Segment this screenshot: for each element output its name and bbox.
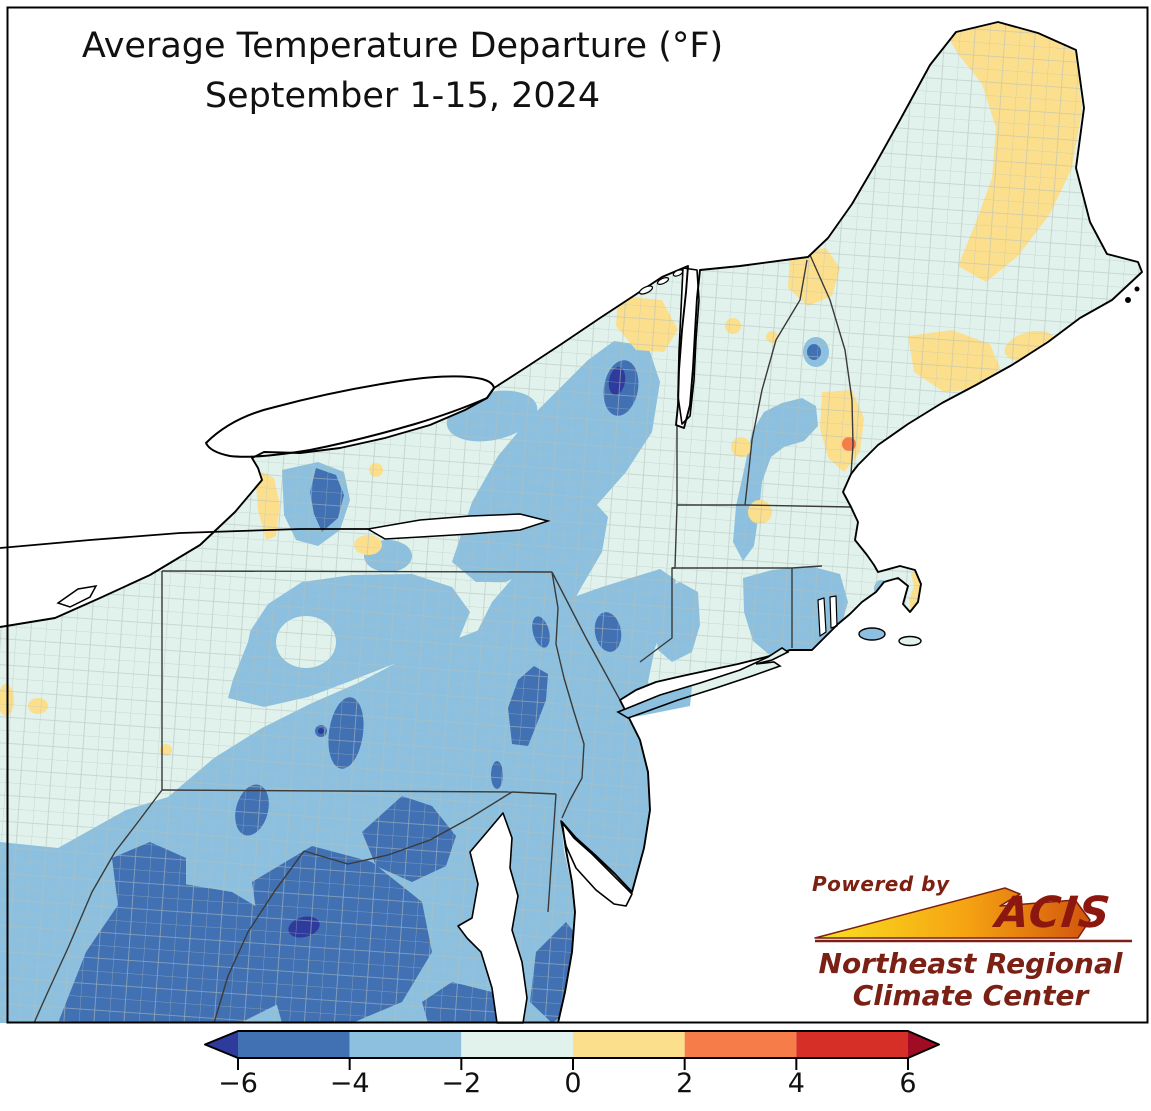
colorbar-segment (684, 1031, 797, 1058)
state-borders (33, 254, 854, 1023)
narragansett-bay (817, 597, 827, 637)
coastline-outline (0, 21, 1143, 1024)
st-lawrence-islands (638, 269, 684, 295)
presque-isle (56, 585, 98, 608)
nrcc-org-line1: Northeast Regional (818, 947, 1123, 980)
colorbar-segment (238, 1031, 350, 1058)
grand-manan-island (1125, 297, 1131, 303)
powered-by-label: Powered by (812, 872, 950, 896)
long-point-peninsula (365, 513, 551, 540)
colorbar-segment (796, 1031, 908, 1058)
colorbar-tick-label: −6 (218, 1068, 258, 1099)
coastal-islet (1134, 286, 1140, 292)
lake-erie-north-shore (0, 528, 368, 549)
chesapeake-bay (457, 812, 528, 1024)
colorbar-tick-label: −2 (441, 1068, 482, 1099)
colorbar (204, 1030, 940, 1070)
marthas-vineyard (858, 627, 886, 641)
nrcc-org-name: Northeast Regional Climate Center (798, 948, 1143, 1011)
temperature-departure-fills (0, 22, 1142, 1023)
long-island-west-fill (618, 686, 692, 718)
map-frame (6, 6, 1149, 1024)
nantucket (898, 635, 922, 647)
colorbar-tick-label: −4 (329, 1068, 370, 1099)
county-borders-texture (0, 22, 1142, 1023)
colorbar-tick-label: 6 (899, 1068, 917, 1099)
title-line1: Average Temperature Departure (°F) (81, 26, 724, 66)
colorbar-right-arrow (908, 1031, 939, 1058)
figure-title: Average Temperature Departure (°F) Septe… (30, 22, 775, 121)
narragansett-bay-east (829, 595, 838, 629)
colorbar-segment (461, 1031, 573, 1058)
title-line2: September 1-15, 2024 (204, 75, 601, 116)
long-island-outline (616, 647, 790, 719)
acis-brand: ACIS (993, 888, 1114, 938)
acis-logo-swoosh (814, 887, 1132, 943)
nrcc-org-line2: Climate Center (852, 978, 1089, 1012)
colorbar-tick-label: 0 (564, 1068, 582, 1099)
colorbar-segment (573, 1031, 685, 1058)
colorbar-segment (349, 1031, 462, 1058)
colorbar-left-arrow (205, 1031, 238, 1058)
coastal-features (0, 269, 1140, 719)
colorbar-tick-label: 2 (676, 1068, 694, 1099)
colorbar-tick-label: 4 (787, 1068, 805, 1099)
